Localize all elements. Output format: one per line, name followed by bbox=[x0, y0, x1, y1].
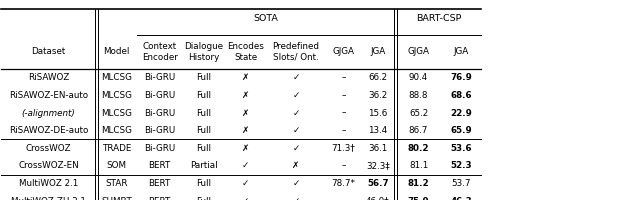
Text: 78.7*: 78.7* bbox=[332, 179, 355, 188]
Text: SUMBT: SUMBT bbox=[101, 196, 132, 200]
Text: Full: Full bbox=[196, 179, 211, 188]
Text: RiSAWOZ-DE-auto: RiSAWOZ-DE-auto bbox=[9, 126, 88, 135]
Text: 65.2: 65.2 bbox=[409, 108, 428, 118]
Text: ✓: ✓ bbox=[292, 196, 300, 200]
Text: MultiWOZ-ZH 2.1: MultiWOZ-ZH 2.1 bbox=[12, 196, 86, 200]
Text: Bi-GRU: Bi-GRU bbox=[144, 144, 175, 153]
Text: Bi-GRU: Bi-GRU bbox=[144, 108, 175, 118]
Text: 76.9: 76.9 bbox=[451, 73, 472, 82]
Text: ✓: ✓ bbox=[242, 161, 249, 170]
Text: ✓: ✓ bbox=[292, 179, 300, 188]
Text: MLCSG: MLCSG bbox=[101, 108, 132, 118]
Text: SOTA: SOTA bbox=[254, 14, 278, 23]
Text: STAR: STAR bbox=[105, 179, 128, 188]
Text: Full: Full bbox=[196, 91, 211, 100]
Text: –: – bbox=[341, 108, 346, 118]
Text: 65.9: 65.9 bbox=[451, 126, 472, 135]
Text: BERT: BERT bbox=[148, 196, 171, 200]
Text: SOM: SOM bbox=[106, 161, 127, 170]
Text: 53.7: 53.7 bbox=[452, 179, 471, 188]
Text: CrossWOZ: CrossWOZ bbox=[26, 144, 72, 153]
Text: RiSAWOZ: RiSAWOZ bbox=[28, 73, 69, 82]
Text: Full: Full bbox=[196, 144, 211, 153]
Text: (-alignment): (-alignment) bbox=[22, 108, 76, 118]
Text: GJGA: GJGA bbox=[408, 47, 429, 56]
Text: 80.2: 80.2 bbox=[408, 144, 429, 153]
Text: –: – bbox=[341, 91, 346, 100]
Text: BART-CSP: BART-CSP bbox=[416, 14, 461, 23]
Text: ✓: ✓ bbox=[292, 91, 300, 100]
Text: 46.3: 46.3 bbox=[451, 196, 472, 200]
Text: Encodes
State: Encodes State bbox=[227, 42, 264, 62]
Text: MLCSG: MLCSG bbox=[101, 91, 132, 100]
Text: GJGA: GJGA bbox=[332, 47, 355, 56]
Text: 71.3†: 71.3† bbox=[332, 144, 355, 153]
Text: Bi-GRU: Bi-GRU bbox=[144, 126, 175, 135]
Text: 56.7: 56.7 bbox=[367, 179, 388, 188]
Text: Model: Model bbox=[103, 47, 130, 56]
Text: 66.2: 66.2 bbox=[369, 73, 387, 82]
Text: Full: Full bbox=[196, 196, 211, 200]
Text: ✗: ✗ bbox=[242, 73, 249, 82]
Text: ✗: ✗ bbox=[292, 161, 300, 170]
Text: Dialogue
History: Dialogue History bbox=[184, 42, 223, 62]
Text: 75.9: 75.9 bbox=[408, 196, 429, 200]
Text: 52.3: 52.3 bbox=[451, 161, 472, 170]
Text: ✓: ✓ bbox=[242, 179, 249, 188]
Text: Dataset: Dataset bbox=[31, 47, 66, 56]
Text: 88.8: 88.8 bbox=[409, 91, 428, 100]
Text: MultiWOZ 2.1: MultiWOZ 2.1 bbox=[19, 179, 78, 188]
Text: 46.0‡: 46.0‡ bbox=[366, 196, 390, 200]
Text: –: – bbox=[341, 73, 346, 82]
Text: ✗: ✗ bbox=[242, 91, 249, 100]
Text: BERT: BERT bbox=[148, 179, 171, 188]
Text: Bi-GRU: Bi-GRU bbox=[144, 91, 175, 100]
Text: ✗: ✗ bbox=[242, 144, 249, 153]
Text: TRADE: TRADE bbox=[102, 144, 131, 153]
Text: MLCSG: MLCSG bbox=[101, 126, 132, 135]
Text: ✓: ✓ bbox=[292, 108, 300, 118]
Text: 53.6: 53.6 bbox=[451, 144, 472, 153]
Text: 81.2: 81.2 bbox=[408, 179, 429, 188]
Text: –: – bbox=[341, 126, 346, 135]
Text: Full: Full bbox=[196, 108, 211, 118]
Text: BERT: BERT bbox=[148, 161, 171, 170]
Text: 36.1: 36.1 bbox=[368, 144, 388, 153]
Text: –: – bbox=[341, 196, 346, 200]
Text: 32.3‡: 32.3‡ bbox=[366, 161, 390, 170]
Text: 90.4: 90.4 bbox=[409, 73, 428, 82]
Text: 36.2: 36.2 bbox=[368, 91, 388, 100]
Text: Bi-GRU: Bi-GRU bbox=[144, 73, 175, 82]
Text: MLCSG: MLCSG bbox=[101, 73, 132, 82]
Text: 81.1: 81.1 bbox=[409, 161, 428, 170]
Text: 68.6: 68.6 bbox=[451, 91, 472, 100]
Text: Full: Full bbox=[196, 126, 211, 135]
Text: JGA: JGA bbox=[371, 47, 385, 56]
Text: Context
Encoder: Context Encoder bbox=[141, 42, 178, 62]
Text: ✓: ✓ bbox=[292, 126, 300, 135]
Text: 15.6: 15.6 bbox=[368, 108, 388, 118]
Text: –: – bbox=[341, 161, 346, 170]
Text: ✗: ✗ bbox=[242, 108, 249, 118]
Text: ✗: ✗ bbox=[242, 126, 249, 135]
Text: CrossWOZ-EN: CrossWOZ-EN bbox=[19, 161, 79, 170]
Text: Full: Full bbox=[196, 73, 211, 82]
Text: ✓: ✓ bbox=[292, 73, 300, 82]
Text: Predefined
Slots/ Ont.: Predefined Slots/ Ont. bbox=[273, 42, 319, 62]
Text: ✓: ✓ bbox=[292, 144, 300, 153]
Text: 13.4: 13.4 bbox=[368, 126, 388, 135]
Text: Partial: Partial bbox=[190, 161, 218, 170]
Text: ✓: ✓ bbox=[242, 196, 249, 200]
Text: RiSAWOZ-EN-auto: RiSAWOZ-EN-auto bbox=[9, 91, 88, 100]
Text: 86.7: 86.7 bbox=[409, 126, 428, 135]
Text: JGA: JGA bbox=[454, 47, 469, 56]
Text: 22.9: 22.9 bbox=[451, 108, 472, 118]
